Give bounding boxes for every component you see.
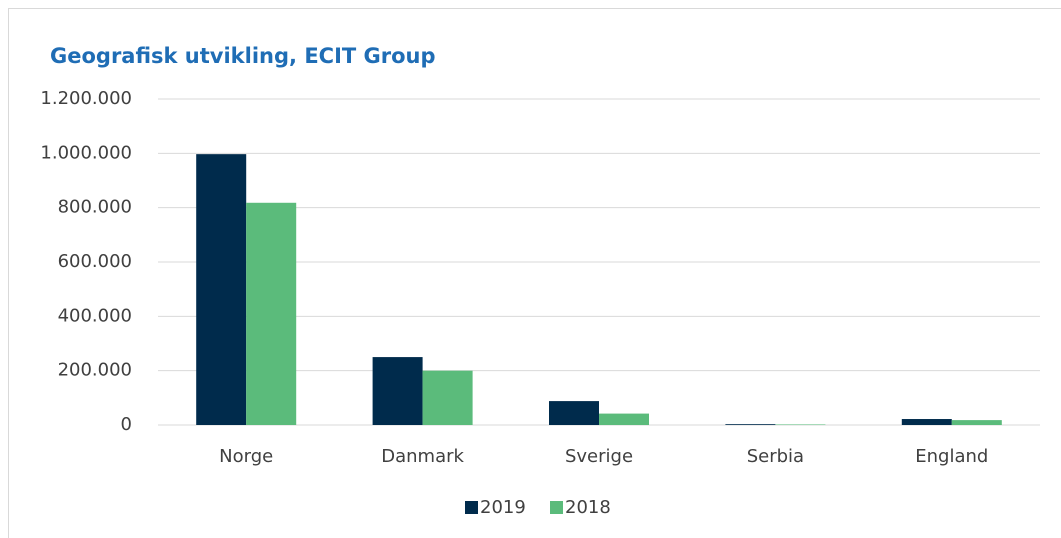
bar: [725, 424, 776, 425]
y-tick-label: 400.000: [58, 305, 132, 326]
y-tick-label: 1.200.000: [40, 88, 132, 109]
y-tick-label: 200.000: [58, 360, 132, 381]
x-tick-label: England: [915, 446, 988, 467]
chart-title: Geografisk utvikling, ECIT Group: [50, 44, 436, 68]
chart-frame: [8, 8, 1061, 538]
bar: [372, 357, 423, 425]
bar: [422, 370, 473, 425]
y-tick-label: 0: [121, 414, 132, 435]
bar: [951, 420, 1002, 425]
legend-label: 2018: [565, 497, 611, 518]
bar: [775, 424, 826, 425]
legend-swatch: [550, 501, 563, 514]
bar: [599, 413, 649, 425]
x-tick-label: Sverige: [565, 446, 633, 467]
bar: [196, 154, 247, 426]
bar: [246, 202, 297, 425]
x-tick-label: Danmark: [381, 446, 464, 467]
bar: [549, 401, 599, 425]
y-tick-label: 600.000: [58, 251, 132, 272]
x-tick-label: Serbia: [747, 446, 804, 467]
y-tick-label: 1.000.000: [40, 142, 132, 163]
legend-label: 2019: [480, 497, 526, 518]
bar: [901, 419, 952, 425]
y-tick-label: 800.000: [58, 197, 132, 218]
x-tick-label: Norge: [219, 446, 273, 467]
legend-swatch: [465, 501, 478, 514]
